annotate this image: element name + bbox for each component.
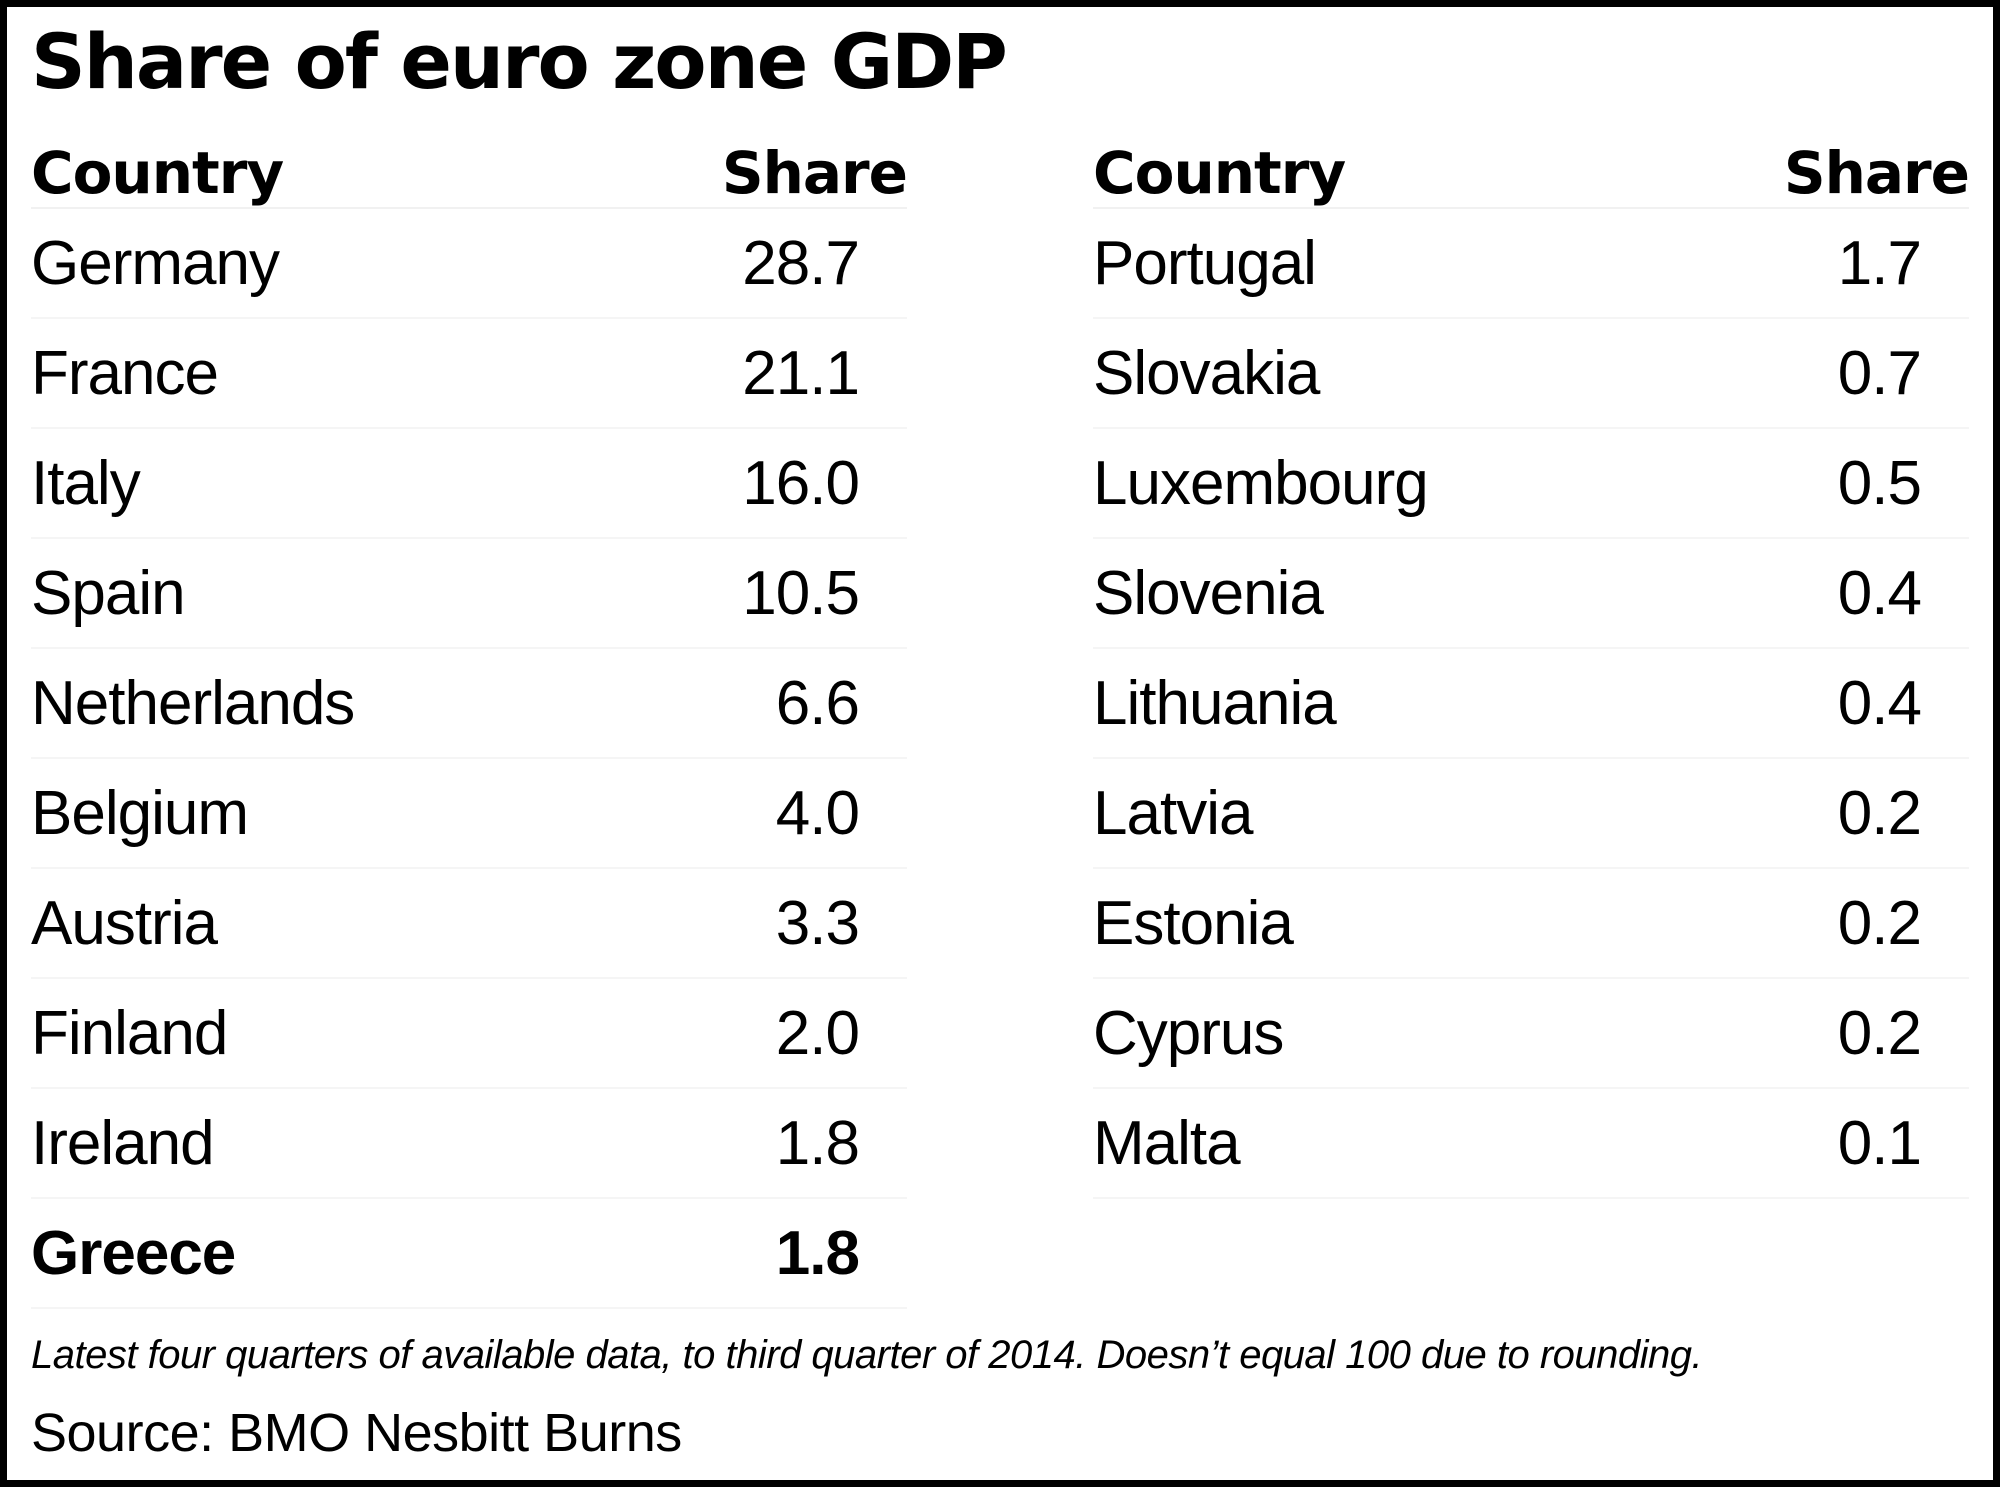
share-cell: 16.0 [742,448,860,518]
country-cell: Slovenia [1093,558,1324,628]
table-row: Malta 0.1 [1093,1089,1969,1199]
table-row: Germany 28.7 [31,209,907,319]
table-row: Estonia 0.2 [1093,869,1969,979]
right-column: Country Share Portugal 1.7 Slovakia 0.7 … [1093,111,1970,1309]
country-cell: Spain [31,558,186,628]
table-row: Cyprus 0.2 [1093,979,1969,1089]
page-title: Share of euro zone GDP [31,17,1008,106]
country-cell: Ireland [31,1108,215,1178]
share-cell: 21.1 [742,338,860,408]
left-column: Country Share Germany 28.7 France 21.1 I… [31,111,908,1309]
country-cell: Estonia [1093,888,1294,958]
table-row: Luxembourg 0.5 [1093,429,1969,539]
share-cell: 1.7 [1837,228,1922,298]
country-cell: Malta [1093,1108,1241,1178]
share-cell: 0.4 [1837,558,1922,628]
table-columns: Country Share Germany 28.7 France 21.1 I… [31,111,1970,1309]
table-row: Ireland 1.8 [31,1089,907,1199]
table-row: Italy 16.0 [31,429,907,539]
table-content: Share of euro zone GDP Country Share Ger… [7,7,1993,1480]
table-row-greece: Greece 1.8 [31,1199,907,1309]
country-cell: Cyprus [1093,998,1284,1068]
country-cell: Greece [31,1218,236,1288]
country-cell: Italy [31,448,141,518]
country-cell: France [31,338,219,408]
share-cell: 6.6 [775,668,860,738]
right-header-row: Country Share [1093,111,1970,209]
share-cell: 10.5 [742,558,860,628]
table-row: Netherlands 6.6 [31,649,907,759]
table-row: France 21.1 [31,319,907,429]
table-row: Belgium 4.0 [31,759,907,869]
share-cell: 4.0 [775,778,860,848]
share-cell: 2.0 [775,998,860,1068]
table-row: Austria 3.3 [31,869,907,979]
share-cell: 0.1 [1837,1108,1922,1178]
share-cell: 1.8 [775,1108,860,1178]
country-cell: Germany [31,228,280,298]
country-cell: Finland [31,998,228,1068]
share-cell: 0.2 [1837,778,1922,848]
country-cell: Slovakia [1093,338,1320,408]
left-header-row: Country Share [31,111,908,209]
table-row: Spain 10.5 [31,539,907,649]
country-cell: Belgium [31,778,249,848]
table-row: Portugal 1.7 [1093,209,1969,319]
table-row: Lithuania 0.4 [1093,649,1969,759]
country-cell: Latvia [1093,778,1253,848]
share-cell: 1.8 [775,1218,860,1288]
share-cell: 0.5 [1837,448,1922,518]
source-line: Source: BMO Nesbitt Burns [31,1403,682,1463]
share-cell: 0.7 [1837,338,1922,408]
footnote: Latest four quarters of available data, … [31,1333,1703,1377]
country-cell: Austria [31,888,218,958]
country-header: Country [31,139,284,207]
table-row: Finland 2.0 [31,979,907,1089]
country-header: Country [1093,139,1346,207]
share-cell: 0.2 [1837,888,1922,958]
share-cell: 0.2 [1837,998,1922,1068]
share-header: Share [1783,139,1970,207]
share-header: Share [721,139,908,207]
country-cell: Portugal [1093,228,1317,298]
share-cell: 3.3 [775,888,860,958]
share-cell: 0.4 [1837,668,1922,738]
country-cell: Luxembourg [1093,448,1429,518]
share-cell: 28.7 [742,228,860,298]
country-cell: Lithuania [1093,668,1337,738]
country-cell: Netherlands [31,668,355,738]
table-row: Slovenia 0.4 [1093,539,1969,649]
table-row: Latvia 0.2 [1093,759,1969,869]
table-row: Slovakia 0.7 [1093,319,1969,429]
